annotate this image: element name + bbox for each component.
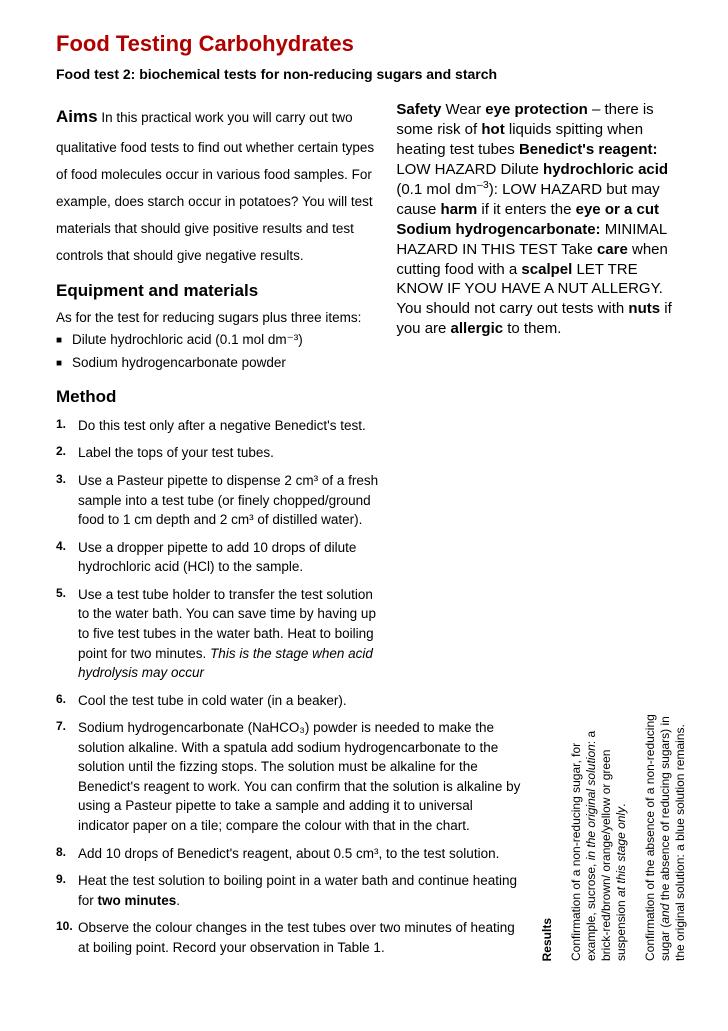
safety-text: LOW HAZARD Dilute — [396, 161, 543, 178]
aims-heading: Aims — [56, 107, 98, 126]
safety-text: if it enters the — [477, 201, 575, 218]
method-step: 3. Use a Pasteur pipette to dispense 2 cm… — [56, 471, 378, 530]
safety-text: Benedict's reagent: — [519, 141, 658, 158]
results-text-italic: and — [658, 904, 672, 924]
method-step: 10. Observe the colour changes in the tes… — [56, 918, 524, 957]
step-text: Use a dropper pipette to add 10 drops of… — [78, 540, 356, 575]
safety-text: hydrochloric acid — [543, 161, 668, 178]
right-column: Safety Wear eye protection – there is so… — [396, 100, 688, 690]
method-step: 4. Use a dropper pipette to add 10 drops … — [56, 538, 378, 577]
method-step: 9.Heat the test solution to boiling poin… — [56, 871, 524, 910]
safety-text: dm — [451, 181, 478, 198]
results-paragraph: Confirmation of the absence of a non-red… — [643, 701, 688, 961]
results-heading: Results — [540, 918, 555, 961]
safety-text: allergic — [451, 320, 504, 337]
safety-paragraph: Safety Wear eye protection – there is so… — [396, 100, 688, 339]
aims-text: In this practical work you will carry ou… — [56, 110, 374, 263]
step-number: 9. — [56, 871, 66, 888]
step-text: Cool the test tube in cold water (in a b… — [78, 693, 347, 708]
method-step: 6. Cool the test tube in cold water (in a… — [56, 691, 524, 711]
step-number: 3. — [56, 471, 66, 488]
method-heading: Method — [56, 385, 378, 410]
step-text: Do this test only after a negative Bened… — [78, 418, 366, 433]
equipment-item: Sodium hydrogencarbonate powder — [56, 352, 378, 375]
superscript: –3 — [477, 179, 489, 191]
step-number: 2. — [56, 443, 66, 460]
left-column: Aims In this practical work you will car… — [56, 100, 378, 690]
step-number: 5. — [56, 585, 66, 602]
equipment-list: Dilute hydrochloric acid (0.1 mol dm⁻³) … — [56, 329, 378, 375]
equipment-heading: Equipment and materials — [56, 279, 378, 304]
results-paragraph: Confirmation of a non-reducing sugar, fo… — [569, 701, 629, 961]
results-text-italic: in the original solution — [584, 745, 598, 861]
step-number: 7. — [56, 718, 66, 735]
safety-text: care — [597, 241, 628, 258]
method-list-upper: 1. Do this test only after a negative Ben… — [56, 416, 378, 683]
safety-text: nuts — [628, 300, 660, 317]
results-block: Results Confirmation of a non-reducing s… — [534, 691, 688, 966]
method-step: 7. Sodium hydrogencarbonate (NaHCO₃) powd… — [56, 718, 524, 835]
step-text: Label the tops of your test tubes. — [78, 445, 274, 460]
safety-text: harm — [441, 201, 478, 218]
method-step: 1. Do this test only after a negative Ben… — [56, 416, 378, 436]
step-text: Use a Pasteur pipette to dispense 2 cm³ … — [78, 473, 378, 527]
step-text: Sodium hydrogencarbonate (NaHCO₃) powder… — [78, 720, 520, 833]
safety-heading: Safety — [396, 101, 441, 118]
step-text-bold: two minutes — [98, 893, 177, 908]
step-text: Observe the colour changes in the test t… — [78, 920, 515, 955]
step-number: 10. — [56, 918, 73, 935]
equipment-intro: As for the test for reducing sugars plus… — [56, 308, 378, 328]
safety-text: eye protection — [485, 101, 588, 118]
equipment-item: Dilute hydrochloric acid (0.1 mol dm⁻³) — [56, 329, 378, 352]
method-step: 8. Add 10 drops of Benedict's reagent, ab… — [56, 844, 524, 864]
results-text-italic: at this stage only — [614, 807, 628, 897]
method-step: 2. Label the tops of your test tubes. — [56, 443, 378, 463]
aims-paragraph: Aims In this practical work you will car… — [56, 100, 378, 269]
method-list-lower: 6. Cool the test tube in cold water (in a… — [56, 691, 524, 958]
step-text: . — [176, 893, 180, 908]
bottom-left: 6. Cool the test tube in cold water (in a… — [56, 691, 524, 966]
step-number: 4. — [56, 538, 66, 555]
safety-text: scalpel — [521, 261, 572, 278]
step-number: 1. — [56, 416, 66, 433]
step-number: 8. — [56, 844, 66, 861]
safety-text: (0.1 mol — [396, 181, 450, 198]
step-number: 6. — [56, 691, 66, 708]
safety-text: to them. — [503, 320, 561, 337]
page-title: Food Testing Carbohydrates — [56, 28, 688, 60]
safety-text: hot — [481, 121, 504, 138]
bottom-section: 6. Cool the test tube in cold water (in a… — [56, 691, 688, 966]
page-subtitle: Food test 2: biochemical tests for non-r… — [56, 64, 688, 84]
method-step: 5.Use a test tube holder to transfer the… — [56, 585, 378, 683]
results-text: . — [614, 804, 628, 807]
step-text: Add 10 drops of Benedict's reagent, abou… — [78, 846, 499, 861]
safety-text: Wear — [441, 101, 485, 118]
